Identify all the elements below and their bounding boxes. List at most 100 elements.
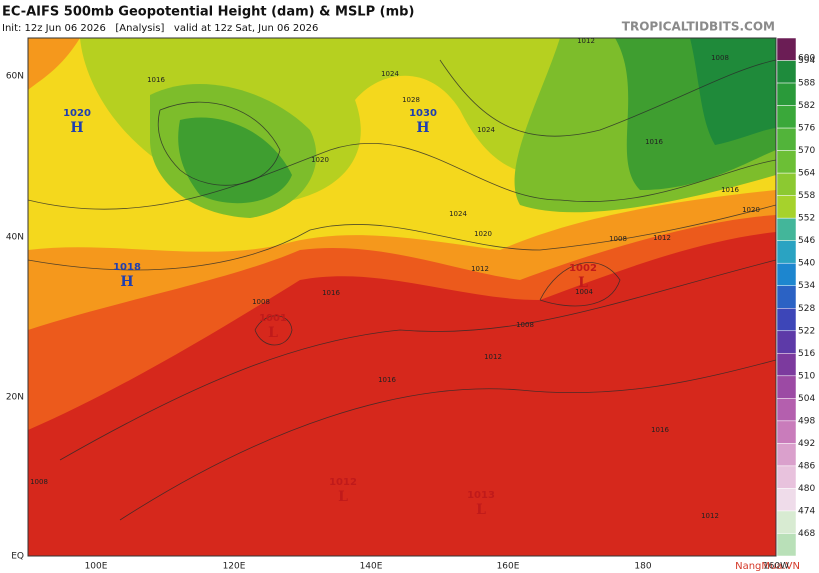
pressure-value: 1020 (63, 108, 91, 119)
pressure-symbol: L (338, 489, 348, 505)
colorbar-label: 480 (798, 484, 815, 494)
colorbar-swatch (776, 308, 797, 332)
lon-label: 160E (497, 562, 520, 572)
lat-label: 60N (6, 72, 24, 82)
colorbar-swatch (776, 398, 797, 422)
contour-label: 1020 (311, 156, 329, 164)
pressure-symbol: H (416, 120, 429, 136)
colorbar-label: 588 (798, 79, 815, 89)
colorbar-label: 522 (798, 326, 815, 336)
watermark: NangMua.VN (735, 561, 800, 572)
colorbar-swatch (776, 375, 797, 399)
contour-label: 1004 (575, 288, 593, 296)
contour-label: 1008 (30, 478, 48, 486)
contour-label: 1020 (474, 230, 492, 238)
colorbar-swatch (776, 533, 797, 557)
contour-label: 1012 (484, 353, 502, 361)
colorbar-label: 558 (798, 191, 815, 201)
contour-label: 1012 (653, 234, 671, 242)
pressure-value: 1018 (113, 262, 141, 273)
lat-label: 20N (6, 393, 24, 403)
pressure-symbol: H (120, 274, 133, 290)
colorbar-label: 534 (798, 281, 815, 291)
pressure-symbol: L (268, 325, 278, 341)
contour-label: 1008 (252, 298, 270, 306)
contour-label: 1012 (577, 37, 595, 45)
contour-label: 1024 (477, 126, 495, 134)
lat-label: EQ (11, 552, 24, 562)
colorbar-label: 474 (798, 506, 815, 516)
colorbar-swatch (776, 37, 797, 61)
contour-label: 1028 (402, 96, 420, 104)
colorbar-swatch (776, 195, 797, 219)
colorbar-swatch (776, 150, 797, 174)
colorbar-swatch (776, 465, 797, 489)
map-title: EC-AIFS 500mb Geopotential Height (dam) … (2, 5, 414, 20)
contour-label: 1012 (701, 512, 719, 520)
pressure-value: 1001 (259, 313, 287, 324)
map-frame (27, 37, 777, 557)
colorbar-swatch (776, 217, 797, 241)
site-name: TROPICALTIDBITS.COM (622, 20, 775, 34)
lon-label: 180 (634, 562, 651, 572)
colorbar-label: 498 (798, 416, 815, 426)
colorbar-label: 564 (798, 169, 815, 179)
colorbar-swatch (776, 172, 797, 196)
pressure-symbol: L (476, 502, 486, 518)
colorbar-label: 546 (798, 236, 815, 246)
contour-label: 1024 (381, 70, 399, 78)
colorbar-swatch (776, 488, 797, 512)
colorbar-label: 504 (798, 394, 815, 404)
colorbar-label: 486 (798, 461, 815, 471)
colorbar-swatch (776, 240, 797, 264)
pressure-value: 1013 (467, 490, 495, 501)
colorbar-swatch (776, 105, 797, 129)
contour-label: 1008 (711, 54, 729, 62)
colorbar-label: 552 (798, 214, 815, 224)
contour-label: 1024 (449, 210, 467, 218)
contour-label: 1012 (471, 265, 489, 273)
contour-label: 1016 (147, 76, 165, 84)
contour-label: 1008 (609, 235, 627, 243)
colorbar-swatch (776, 353, 797, 377)
contour-label: 1016 (378, 376, 396, 384)
contour-label: 1016 (322, 289, 340, 297)
colorbar-label: 600 (798, 54, 815, 64)
colorbar-label: 510 (798, 371, 815, 381)
contour-label: 1016 (645, 138, 663, 146)
colorbar-label: 516 (798, 349, 815, 359)
contour-label: 1016 (651, 426, 669, 434)
colorbar-swatch (776, 330, 797, 354)
pressure-value: 1030 (409, 108, 437, 119)
colorbar-swatch (776, 510, 797, 534)
colorbar-label: 582 (798, 101, 815, 111)
colorbar-label: 468 (798, 529, 815, 539)
contour-label: 1016 (721, 186, 739, 194)
lon-label: 160W (763, 562, 789, 572)
colorbar-swatch (776, 443, 797, 467)
colorbar-label: 570 (798, 146, 815, 156)
pressure-value: 1002 (569, 263, 597, 274)
colorbar-label: 576 (798, 124, 815, 134)
colorbar-swatch (776, 60, 797, 84)
lon-label: 140E (360, 562, 383, 572)
colorbar-swatch (776, 262, 797, 286)
pressure-symbol: L (578, 275, 588, 291)
pressure-symbol: H (70, 120, 83, 136)
height-field (28, 38, 776, 556)
colorbar-label: 528 (798, 304, 815, 314)
colorbar-swatch (776, 420, 797, 444)
colorbar-label: 594 (798, 56, 815, 66)
colorbar-swatch (776, 127, 797, 151)
lon-label: 100E (85, 562, 108, 572)
colorbar-swatch (776, 82, 797, 106)
lon-label: 120E (223, 562, 246, 572)
contour-label: 1008 (516, 321, 534, 329)
contour-label: 1020 (742, 206, 760, 214)
colorbar-label: 492 (798, 439, 815, 449)
colorbar-label: 540 (798, 259, 815, 269)
pressure-value: 1012 (329, 477, 357, 488)
colorbar-swatch (776, 285, 797, 309)
lat-label: 40N (6, 233, 24, 243)
